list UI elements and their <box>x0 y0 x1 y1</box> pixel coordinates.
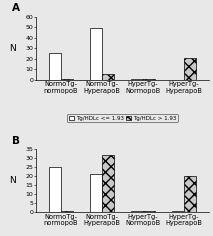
Bar <box>61 79 73 80</box>
Y-axis label: N: N <box>9 176 15 185</box>
Bar <box>61 211 73 212</box>
Bar <box>143 79 155 80</box>
Bar <box>131 211 143 212</box>
Bar <box>49 167 61 212</box>
Text: B: B <box>12 136 20 146</box>
Bar <box>131 79 143 80</box>
Bar <box>172 211 184 212</box>
Bar <box>90 174 102 212</box>
Bar <box>90 28 102 80</box>
Bar <box>102 74 114 80</box>
Bar <box>184 58 196 80</box>
Legend: Tg/HDLc <= 1.93, Tg/HDLc > 1.93: Tg/HDLc <= 1.93, Tg/HDLc > 1.93 <box>67 114 178 122</box>
Bar <box>184 176 196 212</box>
Y-axis label: N: N <box>9 44 15 53</box>
Bar <box>143 211 155 212</box>
Bar <box>102 155 114 212</box>
Text: A: A <box>12 3 20 13</box>
Bar <box>49 53 61 80</box>
